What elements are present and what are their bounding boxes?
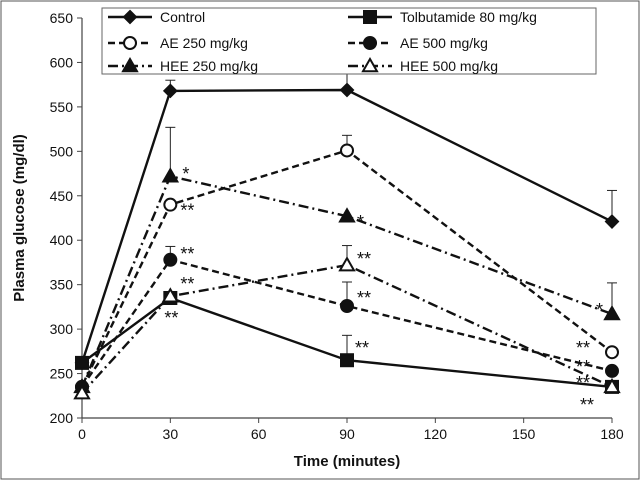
legend-marker <box>363 36 377 50</box>
y-tick-label: 550 <box>50 99 74 115</box>
error-bars <box>165 37 617 361</box>
legend-label: HEE 250 mg/kg <box>160 58 258 74</box>
x-tick-label: 60 <box>251 426 267 442</box>
significance-marker: ** <box>180 244 194 264</box>
data-point <box>605 363 619 378</box>
data-point <box>163 252 178 267</box>
significance-marker: * <box>182 164 189 184</box>
x-tick-label: 120 <box>424 426 448 442</box>
data-point <box>338 207 356 223</box>
x-axis-title: Time (minutes) <box>294 453 400 470</box>
data-point <box>339 82 355 98</box>
y-tick-label: 250 <box>50 366 74 382</box>
x-tick-label: 90 <box>339 426 355 442</box>
legend-marker <box>122 9 138 25</box>
data-point <box>162 83 178 99</box>
series-line-1 <box>81 296 613 389</box>
significance-marker: ** <box>357 288 371 308</box>
y-tick-label: 650 <box>50 10 74 26</box>
legend-label: Control <box>160 9 205 25</box>
y-tick-label: 600 <box>50 54 74 70</box>
y-tick-label: 200 <box>50 410 74 426</box>
series-lines <box>80 88 613 394</box>
significance-marker: ** <box>357 249 371 269</box>
significance-marker: * <box>596 300 603 320</box>
significance-marker: ** <box>576 373 590 393</box>
data-point <box>604 214 620 229</box>
legend-label: Tolbutamide 80 mg/kg <box>400 9 537 25</box>
data-point <box>73 384 91 400</box>
x-tick-label: 30 <box>163 426 179 442</box>
significance-annotations: ************************* <box>164 164 603 415</box>
y-tick-label: 300 <box>50 321 74 337</box>
series-line-2 <box>80 149 613 388</box>
legend-label: HEE 500 mg/kg <box>400 58 498 74</box>
series-line-5 <box>81 263 613 394</box>
data-point <box>603 377 621 394</box>
data-point <box>161 287 180 303</box>
significance-marker: ** <box>576 338 590 358</box>
data-point <box>605 345 619 360</box>
significance-marker: ** <box>164 308 178 328</box>
series-line-0 <box>80 88 613 364</box>
legend-marker <box>361 56 379 73</box>
series-line-4 <box>80 174 613 388</box>
legend-box <box>101 7 597 75</box>
y-axis-title: Plasma glucose (mg/dl) <box>11 134 28 302</box>
significance-marker: ** <box>180 201 194 221</box>
significance-marker: ** <box>180 274 194 294</box>
y-tick-label: 350 <box>50 277 74 293</box>
x-tick-label: 180 <box>600 426 624 442</box>
significance-marker: ** <box>355 338 369 358</box>
legend-marker <box>363 10 377 24</box>
y-tick-label: 450 <box>50 188 74 204</box>
x-tick-label: 0 <box>78 426 86 442</box>
data-point <box>338 256 356 272</box>
data-point <box>75 355 89 370</box>
series-markers <box>73 82 621 400</box>
legend-marker <box>123 36 137 50</box>
data-point <box>161 167 180 183</box>
significance-marker: ** <box>580 395 594 415</box>
data-point <box>340 353 354 368</box>
legend-label: AE 250 mg/kg <box>160 35 248 51</box>
data-point <box>603 304 621 321</box>
x-tick-label: 150 <box>512 426 536 442</box>
legend: Control Tolbutamide 80 mg/kg AE 250 mg/kg A… <box>101 7 597 75</box>
legend-label: AE 500 mg/kg <box>400 35 488 51</box>
y-tick-label: 400 <box>50 232 74 248</box>
data-point <box>163 197 178 212</box>
significance-marker: * <box>357 212 364 232</box>
significance-marker: ** <box>576 357 590 377</box>
legend-marker <box>121 56 139 73</box>
data-point <box>340 299 354 313</box>
y-tick-label: 500 <box>50 143 74 159</box>
data-point <box>340 143 354 158</box>
series-line-3 <box>81 258 613 388</box>
